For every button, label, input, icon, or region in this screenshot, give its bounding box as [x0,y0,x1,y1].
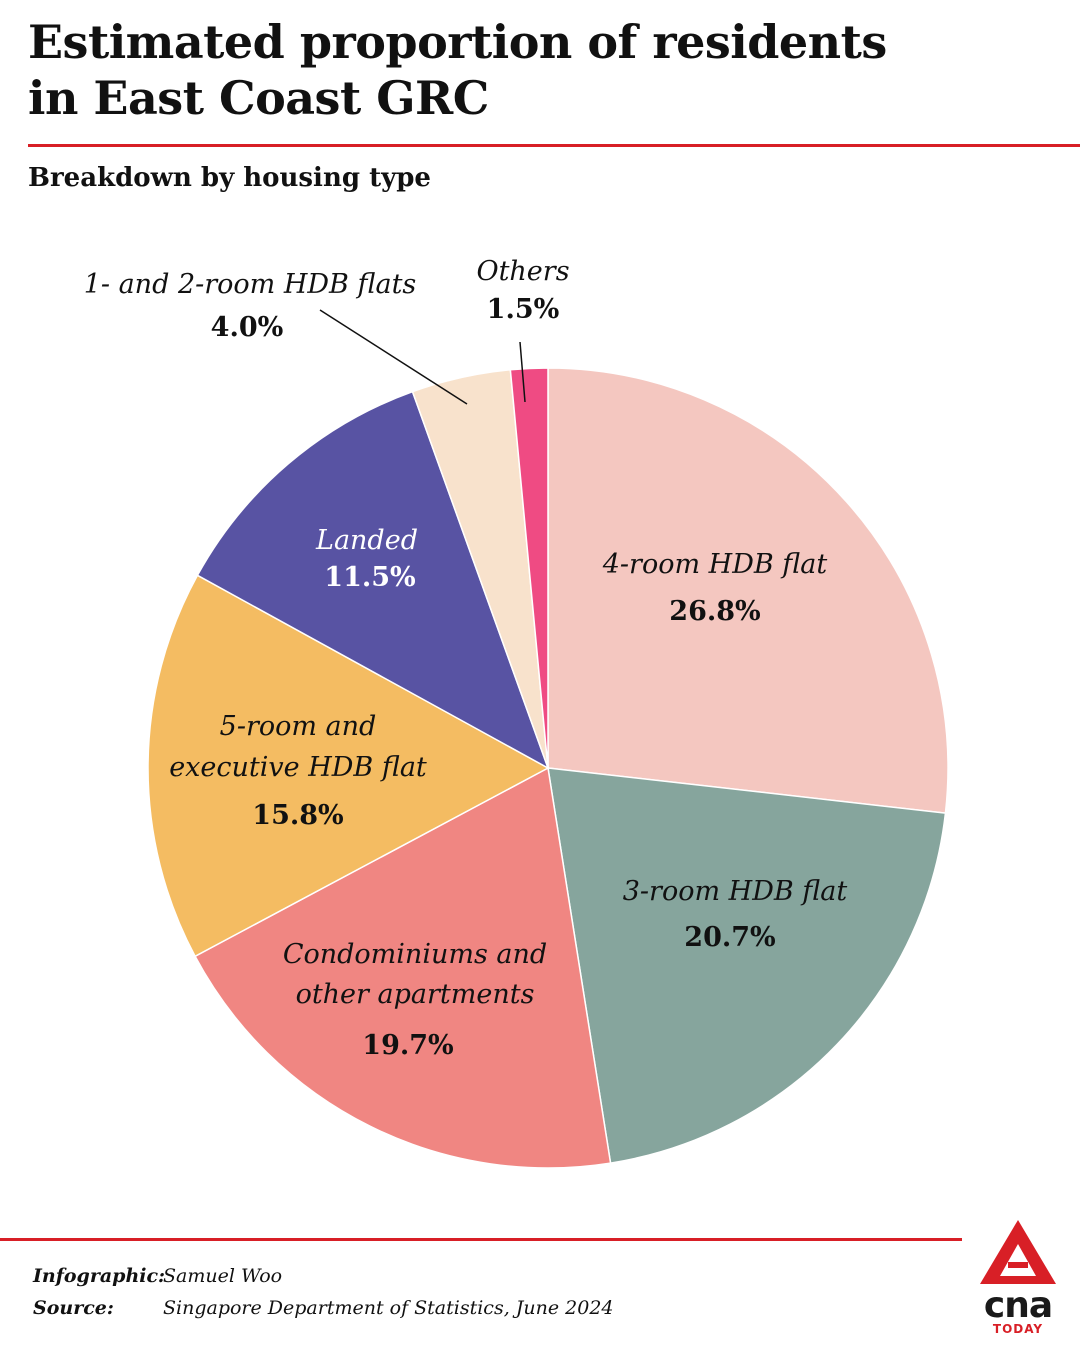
source-text: Singapore Department of Statistics, June… [163,1297,614,1319]
slice-label-others: Others [476,256,569,287]
title-divider [28,144,1080,147]
source-label: Source: [33,1297,114,1319]
pie-slice-4-room-hdb-flat [547,367,949,814]
pie-slice-condominiums-and-other-apartments [194,766,612,1169]
pie-slice-landed [196,390,550,770]
footer-divider [0,1238,962,1241]
slice-value-others: 1.5% [487,294,560,325]
slice-value-4-room-hdb-flat: 26.8% [669,596,760,627]
credit-source: Source: Singapore Department of Statisti… [33,1292,614,1324]
slice-label-landed: Landed [315,525,418,556]
credit-infographic: Infographic: Samuel Woo [33,1260,614,1292]
logo-subtext: TODAY [992,1322,1044,1336]
cna-today-logo: cna TODAY [978,1218,1058,1338]
slice-value-3-room-hdb-flat: 20.7% [684,922,775,953]
slice-label-5-room-and-executive-hdb-flat: 5-room and executive HDB flat [169,711,427,783]
credits: Infographic: Samuel Woo Source: Singapor… [33,1260,614,1324]
title-line-2: in East Coast GRC [28,71,489,125]
infographic-label: Infographic: [33,1265,166,1287]
slice-value-1-and-2-room-hdb-flats: 4.0% [211,312,284,343]
title-line-1: Estimated proportion of residents [28,15,887,69]
pie-slice-5-room-and-executive-hdb-flat [147,574,550,958]
slice-value-5-room-and-executive-hdb-flat: 15.8% [252,800,343,831]
slice-label-condominiums-and-other-apartments: Condominiums and other apartments [283,939,547,1010]
infographic-author: Samuel Woo [163,1265,283,1287]
chart-title: Estimated proportion of residents in Eas… [28,14,1028,126]
pie-slice-others [509,367,549,769]
chart-subtitle: Breakdown by housing type [28,163,431,193]
slice-value-condominiums-and-other-apartments: 19.7% [362,1030,453,1061]
slice-label-4-room-hdb-flat: 4-room HDB flat [602,549,828,580]
slice-label-1-and-2-room-hdb-flats: 1- and 2-room HDB flats [84,269,417,300]
logo-wordmark: cna [983,1285,1053,1326]
logo-triangle-icon [980,1220,1056,1284]
slice-value-landed: 11.5% [324,562,415,593]
leader-line-others [519,341,526,403]
leader-line-1-and-2-room-hdb-flats [319,309,468,405]
slice-label-3-room-hdb-flat: 3-room HDB flat [623,876,848,907]
pie-slice-3-room-hdb-flat [547,767,947,1164]
